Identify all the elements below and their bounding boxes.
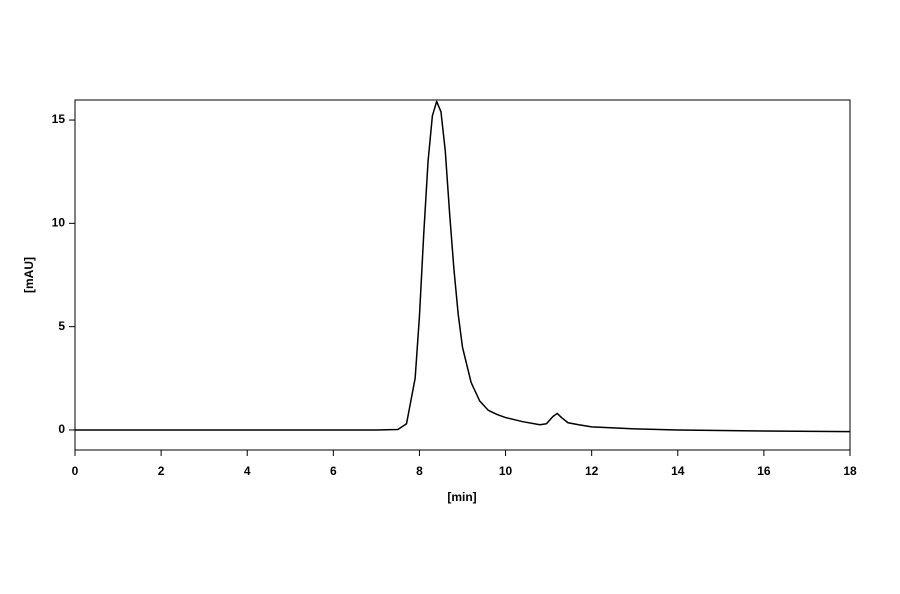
x-tick-label: 18 [843, 464, 857, 478]
x-tick-label: 2 [158, 464, 165, 478]
x-tick-label: 8 [416, 464, 423, 478]
line-series [75, 100, 851, 433]
x-tick-label: 4 [244, 464, 251, 478]
y-tick-label: 5 [58, 319, 65, 333]
x-tick-label: 12 [585, 464, 599, 478]
x-tick-label: 0 [72, 464, 79, 478]
plot-frame [74, 99, 851, 451]
x-tick-label: 6 [330, 464, 337, 478]
x-axis-label: [min] [447, 490, 476, 504]
y-tick-label: 10 [52, 216, 66, 230]
x-tick-label: 14 [671, 464, 685, 478]
y-tick-label: 0 [58, 422, 65, 436]
x-tick-label: 10 [499, 464, 513, 478]
y-tick-label: 15 [52, 112, 66, 126]
x-tick-label: 16 [757, 464, 771, 478]
y-axis-label: [mAU] [22, 257, 36, 293]
